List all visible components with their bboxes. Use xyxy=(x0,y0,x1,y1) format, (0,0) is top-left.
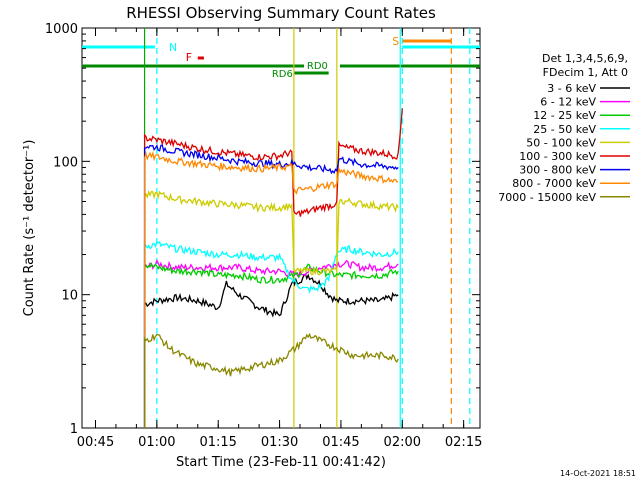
legend-label: 6 - 12 keV xyxy=(540,96,596,109)
night-marker-label: N xyxy=(169,41,177,54)
series-line-800-7000keV xyxy=(143,150,399,428)
series-line-25-50keV xyxy=(143,241,399,428)
x-tick-label: 01:00 xyxy=(138,435,175,450)
series-line-7000-15000keV xyxy=(143,332,399,428)
rd0-label-bg xyxy=(304,60,341,71)
legend-label: 12 - 25 keV xyxy=(533,109,596,122)
x-tick-label: 00:45 xyxy=(77,435,114,450)
x-tick-label: 02:15 xyxy=(445,435,482,450)
rd6-label: RD6 xyxy=(272,69,293,80)
legend-header-line-2: FDecim 1, Att 0 xyxy=(543,66,628,79)
legend: Det 1,3,4,5,6,9, FDecim 1, Att 0 3 - 6 k… xyxy=(498,52,630,204)
saa-marker-label: S xyxy=(392,35,399,48)
y-tick-label: 1000 xyxy=(45,22,78,37)
x-axis-label: Start Time (23-Feb-11 00:41:42) xyxy=(176,455,386,470)
flare-marker-label: F xyxy=(186,51,192,64)
x-tick-label: 01:45 xyxy=(322,435,359,450)
series-line-12-25keV xyxy=(143,262,399,428)
legend-label: 300 - 800 keV xyxy=(519,164,596,177)
rd0-label: RD0 xyxy=(307,61,328,72)
series-line-6-12keV xyxy=(143,258,399,428)
series-line-50-100keV xyxy=(143,189,399,428)
y-tick-label: 10 xyxy=(61,289,78,304)
legend-header-line-1: Det 1,3,4,5,6,9, xyxy=(542,52,628,65)
legend-label: 25 - 50 keV xyxy=(533,123,596,136)
y-axis-label: Count Rate (s⁻¹ detector⁻¹) xyxy=(22,140,37,317)
x-tick-label: 02:00 xyxy=(384,435,421,450)
series-line-300-800keV xyxy=(143,143,399,428)
legend-label: 100 - 300 keV xyxy=(519,150,596,163)
legend-label: 50 - 100 keV xyxy=(526,136,596,149)
y-tick-label: 100 xyxy=(53,155,78,170)
chart-title: RHESSI Observing Summary Count Rates xyxy=(126,4,436,22)
legend-label: 3 - 6 keV xyxy=(547,82,596,95)
series-line-100-300keV xyxy=(143,108,403,428)
footer-timestamp: 14-Oct-2021 18:51 xyxy=(560,469,636,478)
y-tick-label: 1 xyxy=(70,422,78,437)
x-tick-label: 01:15 xyxy=(199,435,236,450)
plot-frame xyxy=(81,27,481,429)
legend-label: 7000 - 15000 keV xyxy=(498,191,596,204)
legend-label: 800 - 7000 keV xyxy=(512,177,596,190)
x-tick-label: 01:30 xyxy=(261,435,298,450)
series-line-3-6keV xyxy=(143,273,399,428)
